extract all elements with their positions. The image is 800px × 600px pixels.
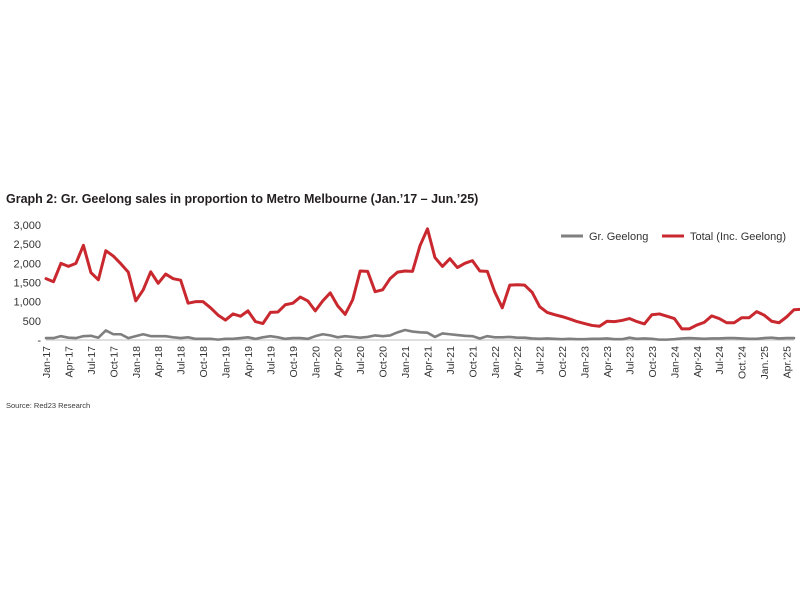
x-tick-label: Jan-21: [400, 346, 412, 378]
x-tick-label: Apr-24: [692, 346, 704, 378]
x-tick-label: Jul-23: [624, 346, 636, 375]
x-tick-label: Jul-20: [355, 346, 367, 375]
x-tick-label: Oct-20: [378, 346, 390, 378]
x-tick-label: Jan.'25: [759, 346, 771, 380]
x-tick-label: Jul-19: [265, 346, 277, 375]
legend-label: Total (Inc. Geelong): [690, 231, 786, 243]
series-layer: [44, 227, 800, 341]
y-tick-label: -: [37, 335, 41, 347]
x-tick-label: Jan-18: [131, 346, 143, 378]
source-note: Source: Red23 Research: [6, 401, 91, 410]
chart-title: Graph 2: Gr. Geelong sales in proportion…: [6, 192, 479, 206]
x-tick-label: Apr-20: [333, 346, 345, 378]
x-tick-label: Jul-17: [86, 346, 98, 375]
legend-label: Gr. Geelong: [589, 231, 648, 243]
x-tick-label: Jul-18: [176, 346, 188, 375]
x-tick-label: Apr-17: [63, 346, 75, 378]
x-tick-label: Jul-24: [714, 346, 726, 375]
x-tick-label: Jan-17: [41, 346, 53, 378]
series-line-gr-geelong: [44, 328, 796, 341]
x-tick-label: Jul-21: [445, 346, 457, 375]
x-tick-label: Jan-20: [310, 346, 322, 378]
y-tick-label: 1,000: [13, 297, 41, 309]
x-tick-label: Jul-22: [535, 346, 547, 375]
x-tick-label: Jan-22: [490, 346, 502, 378]
x-tick-label: Apr-22: [512, 346, 524, 378]
x-tick-label: Oct-19: [288, 346, 300, 378]
x-tick-label: Oct-22: [557, 346, 569, 378]
x-tick-label: Oct-21: [467, 346, 479, 378]
x-tick-label: Oct.'24: [737, 346, 749, 379]
series-line-total: [44, 227, 800, 331]
x-tick-label: Jan-19: [221, 346, 233, 378]
x-tick-label: Apr-21: [422, 346, 434, 378]
y-tick-label: 3,000: [13, 220, 41, 232]
y-tick-label: 2,000: [13, 258, 41, 270]
x-tick-label: Jan-24: [669, 346, 681, 378]
y-tick-label: 1,500: [13, 278, 41, 290]
x-axis: Jan-17 Apr-17 Jul-17 Oct-17 Jan-18 Apr-18 Jul-…: [41, 339, 794, 380]
x-tick-label: Oct-23: [647, 346, 659, 378]
y-tick-label: 2,500: [13, 239, 41, 251]
y-axis: - 500 1,000 1,500 2,000 2,500 3,000: [13, 220, 41, 347]
x-tick-label: Jan-23: [580, 346, 592, 378]
y-tick-label: 500: [23, 316, 41, 328]
x-tick-label: Apr-19: [243, 346, 255, 378]
legend: Gr. Geelong Total (Inc. Geelong): [561, 231, 786, 243]
x-tick-label: Apr-18: [153, 346, 165, 378]
x-tick-label: Oct-17: [108, 346, 120, 378]
x-tick-label: Oct-18: [198, 346, 210, 378]
x-tick-label: Apr.'25: [782, 346, 794, 379]
x-tick-label: Apr-23: [602, 346, 614, 378]
